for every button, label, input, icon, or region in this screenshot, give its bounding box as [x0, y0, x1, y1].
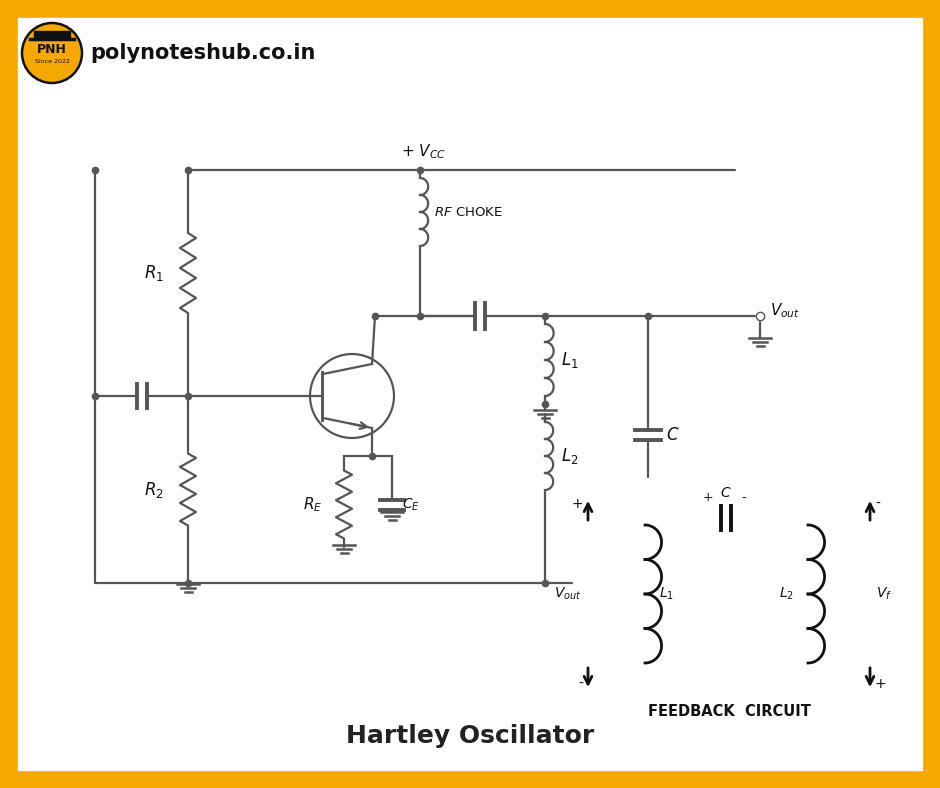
Text: $C$: $C$ — [720, 486, 732, 500]
Text: $V_f$: $V_f$ — [876, 585, 892, 602]
Text: $V_{out}$: $V_{out}$ — [770, 302, 800, 321]
Text: $V_{out}$: $V_{out}$ — [555, 585, 582, 602]
Text: $+\ V_{CC}$: $+\ V_{CC}$ — [401, 143, 446, 161]
Text: $L_1$: $L_1$ — [659, 585, 674, 602]
Text: $R_1$: $R_1$ — [144, 263, 164, 283]
Text: $R_E$: $R_E$ — [303, 495, 322, 514]
Text: +: + — [875, 677, 886, 691]
Polygon shape — [34, 31, 70, 39]
Text: $L_1$: $L_1$ — [561, 350, 579, 370]
Text: +: + — [703, 491, 713, 504]
Text: -: - — [742, 491, 746, 504]
Circle shape — [22, 23, 82, 83]
Text: polynoteshub.co.in: polynoteshub.co.in — [90, 43, 316, 63]
Text: +: + — [572, 497, 583, 511]
Text: PNH: PNH — [37, 43, 67, 55]
FancyBboxPatch shape — [573, 478, 885, 700]
Text: $RF$ CHOKE: $RF$ CHOKE — [434, 206, 503, 218]
Text: $C$: $C$ — [666, 426, 680, 444]
FancyBboxPatch shape — [18, 18, 922, 770]
Text: $C_E$: $C_E$ — [402, 496, 420, 513]
Text: -: - — [875, 497, 880, 511]
Text: $R_2$: $R_2$ — [144, 480, 164, 500]
Text: Hartley Oscillator: Hartley Oscillator — [346, 724, 594, 748]
Text: $L_2$: $L_2$ — [561, 446, 578, 466]
Text: Since 2022: Since 2022 — [35, 58, 70, 64]
Text: -: - — [578, 677, 583, 691]
Text: $L_2$: $L_2$ — [779, 585, 794, 602]
Text: FEEDBACK  CIRCUIT: FEEDBACK CIRCUIT — [648, 704, 810, 719]
